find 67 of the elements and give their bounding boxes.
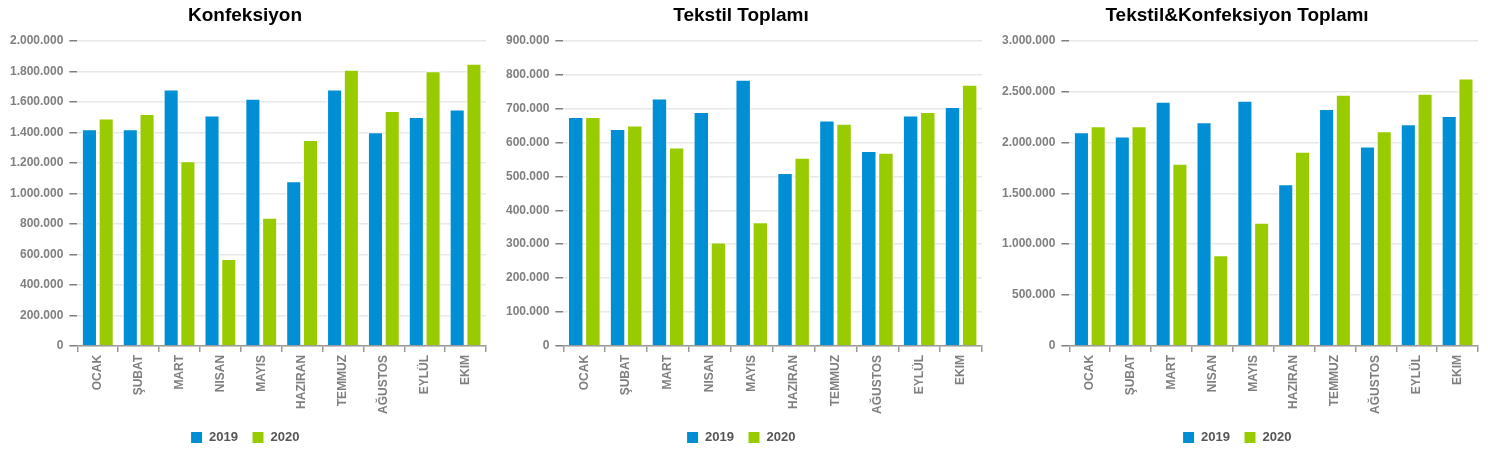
y-tick-label: 2.000.000 (9, 33, 64, 48)
x-tick-label: OCAK (1082, 354, 1097, 391)
x-tick-label: EKIM (457, 354, 472, 385)
x-tick-label: MAYIS (253, 354, 268, 392)
y-tick-label: 500.000 (1011, 287, 1056, 302)
x-tick-label: ŞUBAT (1122, 354, 1137, 396)
y-tick-label: 1.600.000 (9, 94, 64, 109)
x-tick-label: MART (660, 354, 675, 390)
x-tick-label: TEMMUZ (827, 354, 842, 407)
y-tick-label: 3.000.000 (1001, 33, 1056, 48)
y-tick-label: 0 (56, 338, 64, 353)
x-tick-label: AĞUSTOS (1367, 354, 1383, 414)
y-tick-label: 200.000 (19, 307, 64, 322)
y-tick-label: 1.200.000 (9, 155, 64, 170)
x-tick-label: AĞUSTOS (375, 354, 391, 414)
x-tick-label: EKIM (1449, 354, 1464, 385)
x-tick-label: NISAN (1204, 354, 1219, 393)
y-tick-label: 200.000 (505, 270, 550, 285)
y-tick-label: 1.800.000 (9, 63, 64, 78)
x-tick-label: EYLÜL (416, 354, 432, 395)
x-tick-label: MAYIS (744, 354, 759, 392)
chart-title: Tekstil&Konfeksiyon Toplamı (1105, 3, 1369, 25)
y-tick-label: 400.000 (19, 277, 64, 292)
y-tick-label: 100.000 (505, 304, 550, 319)
x-tick-label: ŞUBAT (618, 354, 633, 396)
y-tick-label: 800.000 (505, 67, 550, 82)
x-tick-label: HAZIRAN (785, 354, 800, 409)
x-tick-label: TEMMUZ (1327, 354, 1342, 407)
x-tick-label: TEMMUZ (335, 354, 350, 407)
x-tick-label: OCAK (90, 354, 105, 391)
x-tick-label: HAZIRAN (294, 354, 309, 409)
y-tick-label: 0 (1048, 338, 1056, 353)
x-tick-label: EYLÜL (910, 354, 926, 395)
legend-label: 2019 (705, 429, 734, 445)
chart-title: Tekstil Toplamı (673, 3, 809, 25)
y-tick-label: 900.000 (505, 33, 550, 48)
x-tick-label: AĞUSTOS (868, 354, 884, 414)
y-tick-label: 400.000 (505, 202, 550, 217)
y-tick-label: 0 (542, 338, 550, 353)
y-tick-label: 500.000 (505, 168, 550, 183)
x-tick-label: NISAN (212, 354, 227, 393)
x-tick-label: EYLÜL (1408, 354, 1424, 395)
x-tick-label: EKIM (953, 354, 968, 385)
x-tick-label: ŞUBAT (130, 354, 145, 396)
y-tick-label: 1.000.000 (9, 185, 64, 200)
legend-label: 2019 (209, 429, 238, 445)
x-tick-label: MART (1163, 354, 1178, 390)
y-tick-label: 700.000 (505, 100, 550, 115)
y-tick-label: 600.000 (19, 246, 64, 261)
x-tick-label: OCAK (576, 354, 591, 391)
chart-title: Konfeksiyon (187, 3, 303, 25)
legend-label: 2020 (766, 429, 796, 445)
x-tick-label: MART (171, 354, 186, 390)
x-tick-label: MAYIS (1245, 354, 1260, 392)
x-tick-label: HAZIRAN (1286, 354, 1301, 409)
y-tick-label: 1.500.000 (1001, 185, 1056, 200)
legend-label: 2020 (1262, 429, 1292, 445)
y-tick-label: 1.000.000 (1001, 236, 1056, 251)
legend-label: 2020 (270, 429, 300, 445)
x-tick-label: NISAN (702, 354, 717, 393)
y-tick-label: 2.000.000 (1001, 134, 1056, 149)
y-tick-label: 300.000 (505, 236, 550, 251)
y-tick-label: 2.500.000 (1001, 83, 1056, 98)
y-tick-label: 1.400.000 (9, 124, 64, 139)
y-tick-label: 800.000 (19, 216, 64, 231)
y-tick-label: 600.000 (505, 134, 550, 149)
legend-label: 2019 (1201, 429, 1230, 445)
